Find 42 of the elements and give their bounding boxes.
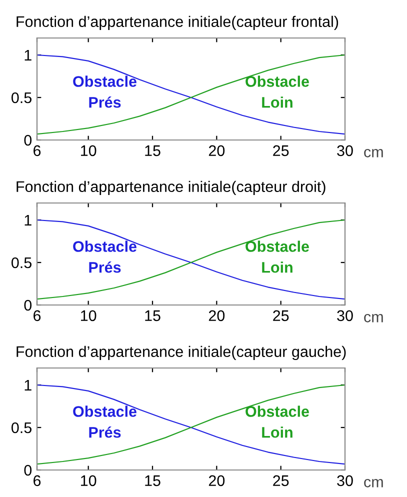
series-label: Obstacle Loin (246, 76, 309, 108)
y-tick-label: 0.5 (12, 422, 32, 434)
chart-title: Fonction d’appartenance initiale(capteur gauche) (16, 346, 346, 360)
x-tick-label: 10 (81, 145, 96, 156)
y-tick-label: 1 (24, 50, 32, 61)
x-tick-label: 6 (34, 475, 41, 486)
x-tick-label: 20 (208, 475, 225, 486)
x-tick-label: 10 (81, 310, 96, 322)
series-label: Obstacle Prés (73, 240, 137, 273)
x-tick-label: 15 (145, 310, 160, 322)
line-series (37, 384, 345, 465)
y-tick-label: 1 (24, 380, 32, 391)
x-axis-title: cm (364, 478, 383, 488)
x-tick-label: 10 (81, 475, 96, 486)
x-axis-title: cm (364, 148, 383, 158)
x-tick-label: 30 (337, 475, 353, 486)
line-series (37, 54, 345, 135)
x-tick-label: 25 (273, 310, 289, 322)
x-tick-label: 15 (145, 475, 160, 486)
line-series (37, 219, 345, 300)
x-tick-label: 20 (208, 310, 225, 322)
x-tick-label: 25 (273, 145, 289, 156)
x-tick-label: 15 (145, 145, 160, 156)
y-tick-label: 1 (24, 215, 32, 226)
chart-title: Fonction d’appartenance initiale(capteur droit) (16, 180, 326, 196)
y-tick-label: 0 (24, 134, 32, 146)
x-tick-label: 6 (34, 310, 41, 322)
series-label: Obstacle Loin (246, 240, 309, 273)
x-tick-label: 30 (337, 310, 353, 322)
y-tick-label: 0 (24, 464, 32, 476)
y-tick-label: 0.5 (12, 257, 32, 268)
y-tick-label: 0 (24, 300, 32, 311)
y-tick-label: 0.5 (12, 92, 32, 104)
x-axis-title: cm (364, 314, 383, 322)
x-tick-label: 20 (208, 145, 225, 156)
chart-title: Fonction d’appartenance initiale(capteur frontal) (16, 16, 338, 30)
series-label: Obstacle Prés (73, 406, 137, 438)
x-tick-label: 25 (273, 475, 289, 486)
x-tick-label: 30 (337, 145, 353, 156)
x-tick-label: 6 (34, 145, 41, 156)
series-label: Obstacle Prés (73, 76, 137, 108)
series-label: Obstacle Loin (246, 406, 309, 438)
